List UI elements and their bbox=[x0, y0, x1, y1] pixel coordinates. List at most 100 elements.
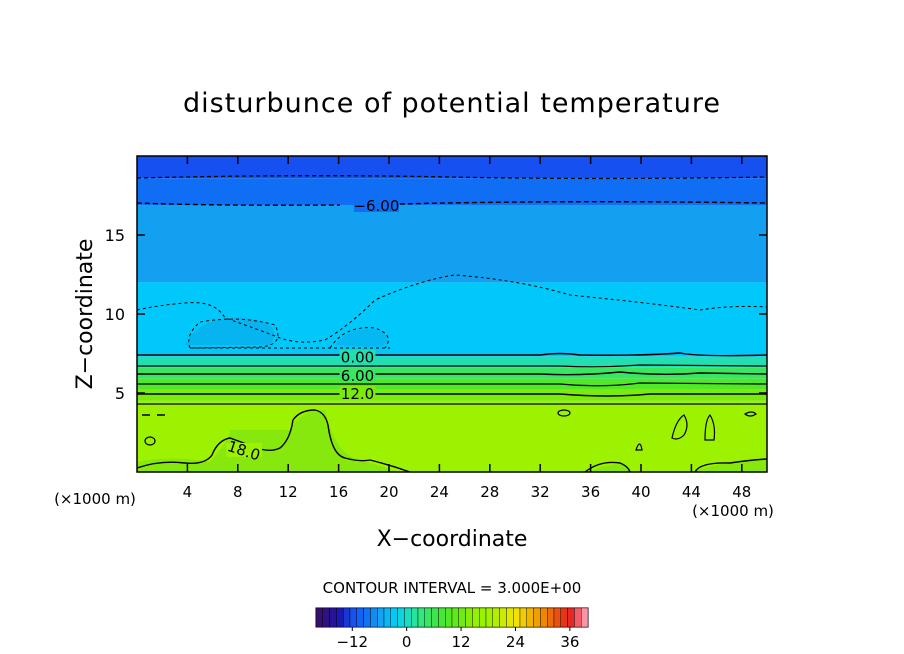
x-tick-label: 36 bbox=[581, 483, 600, 501]
x-tick-label: 44 bbox=[682, 483, 701, 501]
colorbar-cell bbox=[465, 607, 473, 628]
colorbar-cell bbox=[485, 607, 494, 628]
contour-label-gap bbox=[353, 197, 399, 212]
field-band bbox=[137, 367, 767, 379]
colorbar-cells bbox=[315, 607, 589, 628]
boundary-layer-patch bbox=[137, 410, 400, 472]
colorbar-cell bbox=[553, 607, 562, 628]
colorbar-cell bbox=[424, 607, 432, 628]
contour-lines bbox=[137, 175, 767, 472]
x-unit-right: (×1000 m) bbox=[692, 502, 774, 520]
x-axis-label: X−coordinate bbox=[377, 527, 528, 552]
contour-line-18-right bbox=[584, 458, 767, 472]
colorbar-cell bbox=[356, 607, 364, 628]
colorbar-cell bbox=[492, 607, 500, 628]
colorbar-cell bbox=[526, 607, 534, 628]
colorbar-cell bbox=[363, 607, 371, 628]
contour-label: 6.00 bbox=[341, 367, 374, 385]
y-tick-label: 10 bbox=[105, 305, 125, 324]
colorbar-cell bbox=[540, 607, 548, 628]
colorbar-cell bbox=[370, 607, 378, 628]
colorbar-cell bbox=[574, 607, 582, 628]
y-tick-label: 5 bbox=[115, 384, 125, 403]
contour-label: −6.00 bbox=[353, 197, 399, 215]
contour-label: 12.0 bbox=[341, 385, 374, 403]
contour-line-dashed-cell bbox=[188, 318, 279, 349]
boundary-layer-patch-right bbox=[590, 458, 767, 472]
colorbar-cell bbox=[315, 607, 324, 628]
contour-loop bbox=[144, 436, 156, 446]
colorbar-tick-label: 12 bbox=[452, 633, 471, 651]
contour-line-9 bbox=[137, 382, 767, 387]
field-band bbox=[137, 178, 767, 205]
colorbar-tick-label: 36 bbox=[560, 633, 579, 651]
colorbar-cell bbox=[479, 607, 487, 628]
contour-label-gap bbox=[339, 349, 376, 364]
colorbar-cell bbox=[472, 607, 480, 628]
colorbar-ticks: −12 0 12 24 36 bbox=[336, 627, 579, 651]
colorbar-cell bbox=[431, 607, 439, 628]
colorbar-cell bbox=[377, 607, 385, 628]
colorbar-cell bbox=[383, 607, 392, 628]
x-tick-label: 48 bbox=[732, 483, 751, 501]
contour-line-18 bbox=[137, 409, 411, 472]
contour-label-gap bbox=[226, 442, 263, 457]
field-band bbox=[137, 389, 767, 401]
colorbar-cell bbox=[417, 607, 426, 628]
colorbar-cell bbox=[581, 607, 589, 628]
colorbar-cell bbox=[560, 607, 568, 628]
colorbar-cell bbox=[329, 607, 337, 628]
colorbar-cell bbox=[336, 607, 344, 628]
x-tick-label: 8 bbox=[233, 483, 243, 501]
x-tick-label: 40 bbox=[631, 483, 650, 501]
x-tick-label: 32 bbox=[531, 483, 550, 501]
cold-anomaly-patch-2 bbox=[335, 329, 388, 347]
colorbar-cell bbox=[411, 607, 419, 628]
colorbar-cell bbox=[513, 607, 521, 628]
x-tick-label: 20 bbox=[379, 483, 398, 501]
contour-interval-text: CONTOUR INTERVAL = 3.000E+00 bbox=[323, 579, 582, 597]
contour-label: 0.00 bbox=[341, 349, 374, 367]
colorbar-cell bbox=[397, 607, 405, 628]
contour-line-dashed-mid bbox=[137, 274, 767, 343]
colorbar-cell bbox=[349, 607, 358, 628]
field-band bbox=[137, 204, 767, 283]
field-band bbox=[137, 156, 767, 179]
field-band bbox=[137, 356, 767, 368]
colorbar-cell bbox=[458, 607, 466, 628]
y-tick-label: 15 bbox=[105, 226, 125, 245]
cold-anomaly-patch bbox=[185, 317, 275, 345]
colorbar-tick-label: 24 bbox=[506, 633, 525, 651]
colorbar-tick-label: −12 bbox=[336, 633, 368, 651]
x-tick-label: 16 bbox=[329, 483, 348, 501]
x-tick-label: 12 bbox=[279, 483, 298, 501]
colorbar-cell bbox=[390, 607, 398, 628]
colorbar-cell bbox=[519, 607, 528, 628]
x-tick-label: 24 bbox=[430, 483, 449, 501]
colorbar-cell bbox=[343, 607, 351, 628]
contour-line-12 bbox=[137, 393, 767, 397]
contour-loop-6 bbox=[743, 411, 757, 417]
chart-title: disturbunce of potential temperature bbox=[183, 88, 721, 119]
contour-loop-4 bbox=[704, 414, 716, 441]
contour-line-6 bbox=[137, 371, 767, 376]
colorbar-tick-label: 0 bbox=[402, 633, 412, 651]
contour-line-3 bbox=[137, 364, 767, 368]
x-tick-label: 28 bbox=[480, 483, 499, 501]
colorbar-cell bbox=[567, 607, 575, 628]
y-axis-label: Z−coordinate bbox=[73, 239, 98, 390]
colorbar-cell bbox=[445, 607, 453, 628]
colorbar-cell bbox=[499, 607, 507, 628]
contour-loop-2 bbox=[557, 409, 571, 417]
colorbar-cell bbox=[438, 607, 446, 628]
contour-loop-3 bbox=[671, 414, 688, 440]
contour-label-gap bbox=[339, 386, 376, 400]
x-unit-left: (×1000 m) bbox=[54, 490, 136, 508]
contour-line-minus6 bbox=[137, 201, 767, 206]
colorbar-cell bbox=[451, 607, 460, 628]
contour-loop-5 bbox=[635, 443, 643, 451]
colorbar-cell bbox=[547, 607, 555, 628]
